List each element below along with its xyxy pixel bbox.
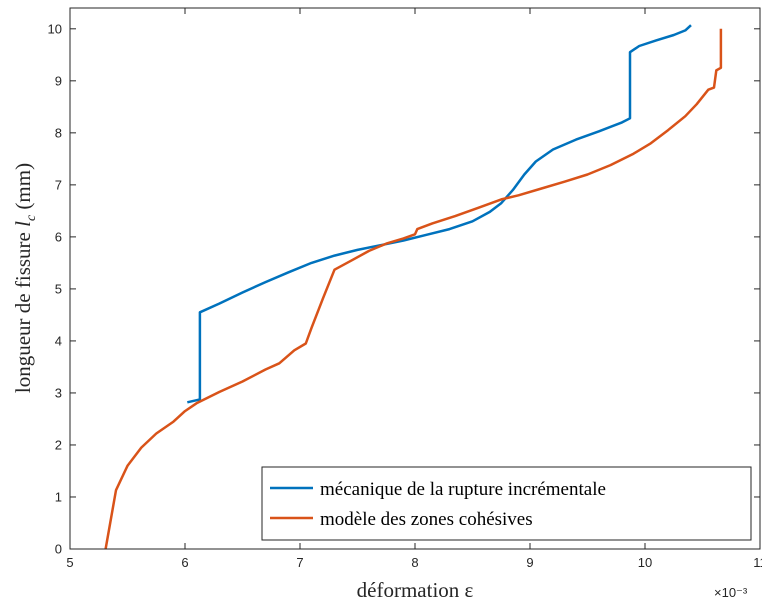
series-line-orange: [104, 28, 723, 550]
y-axis-title: longueur de fissure lc (mm): [11, 163, 39, 393]
x-tick-label: 11: [753, 555, 762, 570]
y-tick-label: 6: [55, 229, 62, 244]
y-axis-title-unit: (mm): [11, 163, 35, 215]
series-line-blue: [187, 24, 692, 404]
x-tick-label: 8: [411, 555, 418, 570]
legend-label-blue: mécanique de la rupture incrémentale: [320, 479, 606, 500]
x-tick-label: 5: [66, 555, 73, 570]
y-tick-label: 2: [55, 437, 62, 452]
y-tick-label: 4: [55, 333, 62, 348]
y-tick-label: 0: [55, 542, 62, 557]
y-axis-title-subscript: c: [24, 214, 39, 221]
y-tick-label: 3: [55, 385, 62, 400]
series-layer: [104, 24, 723, 550]
y-tick-label: 1: [55, 489, 62, 504]
x-tick-label: 10: [638, 555, 652, 570]
y-tick-label: 10: [48, 21, 62, 36]
x-tick-label: 9: [526, 555, 533, 570]
y-axis-title-main: longueur de fissure: [11, 227, 35, 393]
x-axis-multiplier: ×10⁻³: [714, 585, 748, 600]
y-tick-label: 9: [55, 73, 62, 88]
x-tick-label: 7: [296, 555, 303, 570]
legend-label-orange: modèle des zones cohésives: [320, 509, 533, 530]
y-tick-label: 5: [55, 281, 62, 296]
x-tick-label: 6: [181, 555, 188, 570]
legend: mécanique de la rupture incrémentale mod…: [261, 466, 752, 541]
y-tick-label: 8: [55, 125, 62, 140]
y-tick-label: 7: [55, 177, 62, 192]
y-axis-title-variable: l: [11, 221, 35, 227]
ticks-layer: 5 6 7 8 9 10 11 0 1 2 3 4 5 6 7 8 9 10: [48, 8, 762, 570]
legend-box: [261, 466, 752, 541]
x-axis-title: déformation ε: [357, 578, 474, 602]
axes-box: [69, 7, 761, 550]
